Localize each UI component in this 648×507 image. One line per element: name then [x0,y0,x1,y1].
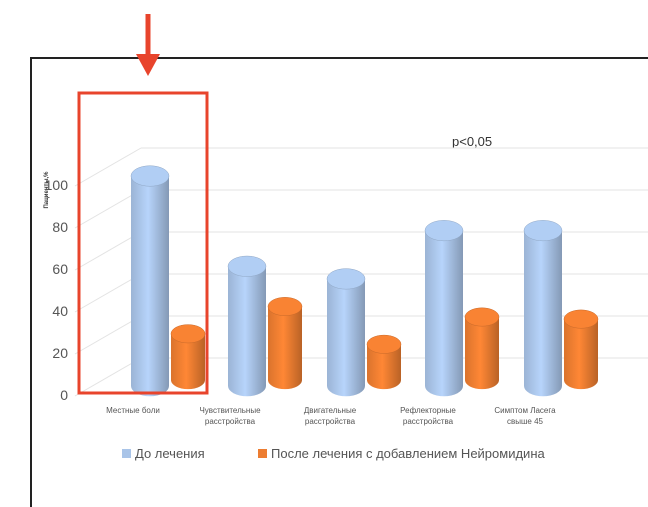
p-value-annotation: p<0,05 [452,134,492,149]
y-tick-label: 80 [52,219,68,235]
legend-swatch [122,449,131,458]
bars [130,165,599,397]
bar-before-2 [326,268,366,397]
bar-after-2 [366,334,402,390]
grid [74,147,648,397]
bar-before-1 [227,255,267,397]
gridline-diagonal [74,147,142,187]
bar-after-0 [170,324,206,390]
y-axis-ticks: 0 20 40 60 80 100 [45,177,69,403]
gridline-diagonal [74,273,142,313]
category-label: Местные боли [106,406,160,415]
y-axis-label: Пациенты,% [44,171,50,209]
y-tick-label: 40 [52,303,68,319]
legend-label: До лечения [135,446,205,461]
highlight-box [77,91,209,395]
gridline-diagonal [74,231,142,271]
category-label: Чувствительные расстройства [199,406,261,426]
highlight-rectangle [77,91,209,395]
category-label: Симптом Ласега свыше 45 [494,406,556,426]
bar-after-1 [267,297,303,390]
y-tick-label: 100 [45,177,69,193]
bar-before-0 [130,165,170,397]
gridline-diagonal [74,189,142,229]
bar-before-3 [424,220,464,397]
x-axis-categories: Местные боли Чувствительные расстройства Дв… [106,406,556,426]
category-label: Рефлекторные расстройства [400,406,456,426]
bar-before-4 [523,220,563,397]
pointer-arrow-icon [136,14,160,76]
bar-after-4 [563,309,599,390]
category-label: Двигательные расстройства [304,406,357,426]
legend-swatch [258,449,267,458]
bar-after-3 [464,307,500,390]
gridline-diagonal [74,315,142,355]
y-tick-label: 20 [52,345,68,361]
y-tick-label: 0 [60,387,68,403]
gridline-diagonal [74,357,142,397]
y-tick-label: 60 [52,261,68,277]
legend: До лечения После лечения с добавлением Не… [122,446,545,461]
legend-label: После лечения с добавлением Нейромидина [271,446,545,461]
